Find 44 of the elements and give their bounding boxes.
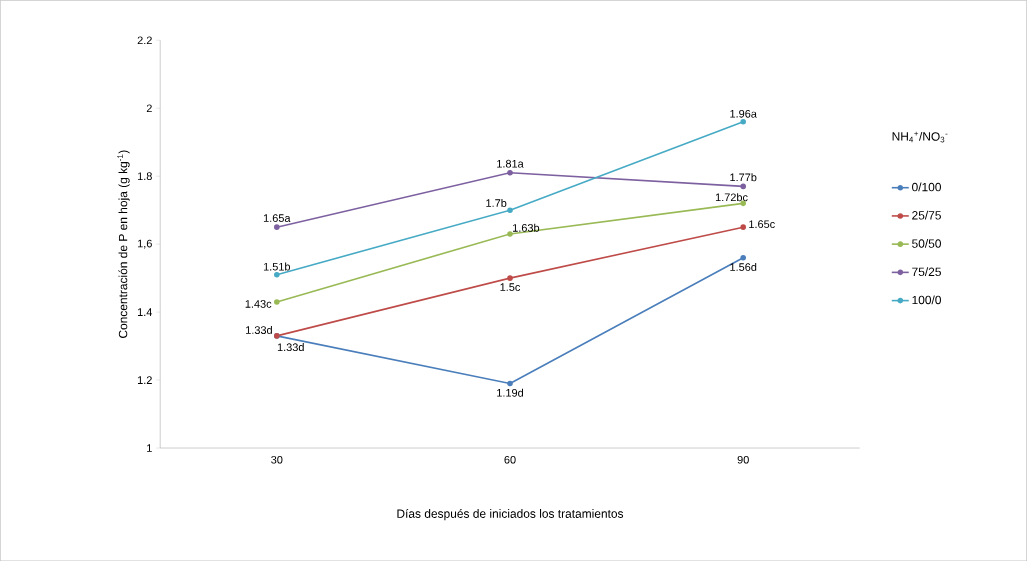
legend-label: 50/50: [912, 238, 941, 248]
x-tick-label: 90: [737, 455, 749, 464]
y-tick-label: 1.8: [137, 172, 152, 180]
point: [274, 224, 280, 230]
point: [740, 224, 746, 230]
data-label: 1.96a: [730, 109, 757, 118]
point: [507, 231, 513, 237]
x-axis-title: Días después de iniciados los tratamientos: [397, 508, 624, 521]
y-tick-label: 1,6: [137, 239, 152, 249]
x-tick-label: 60: [504, 455, 516, 464]
data-label: 1.63b: [513, 223, 540, 232]
point: [740, 118, 746, 125]
data-label: 1.33d: [277, 342, 304, 351]
point: [740, 183, 746, 190]
legend-label: 100/0: [912, 295, 941, 305]
data-label: 1.43c: [245, 299, 272, 308]
data-label: 1.65a: [263, 214, 291, 222]
legend-label: 25/75: [912, 210, 941, 220]
data-label: 1.33d: [246, 325, 272, 334]
data-label: 1.56d: [730, 262, 757, 271]
data-label: 1.5c: [500, 283, 521, 291]
legend-label: 0/100: [912, 182, 941, 192]
data-label: 1.51b: [263, 262, 291, 271]
y-tick-label: 1.4: [137, 308, 153, 316]
point: [507, 275, 513, 281]
point: [274, 271, 280, 278]
y-tick-label: 2: [146, 104, 152, 112]
point: [507, 169, 513, 176]
data-label: 1.77b: [730, 173, 757, 182]
y-axis-title: Concentración de P en hoja (g kg$^{-1}$): [117, 150, 130, 338]
data-label: 1.7b: [486, 198, 507, 207]
data-label: 1.72bc: [715, 193, 748, 202]
y-tick-label: 1: [147, 444, 152, 452]
data-label: 1.65c: [749, 220, 775, 228]
point: [507, 207, 513, 213]
x-tick-label: 30: [271, 455, 283, 464]
point: [740, 254, 746, 261]
data-label: 1.19d: [497, 388, 524, 397]
legend-label: 75/25: [912, 267, 941, 276]
y-tick-label: 2.2: [137, 36, 152, 44]
point: [507, 380, 513, 387]
point: [274, 299, 280, 305]
data-label: 1.81a: [497, 159, 524, 168]
y-tick-label: 1.2: [137, 376, 152, 384]
